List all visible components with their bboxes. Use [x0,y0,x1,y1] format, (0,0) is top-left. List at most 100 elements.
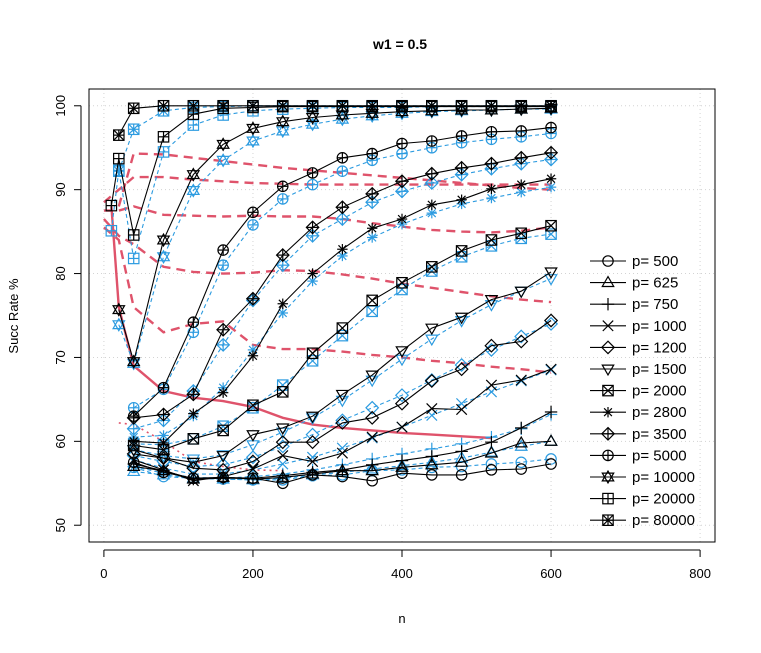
data-point [216,322,231,337]
series-p-2800-black [128,173,557,449]
data-point [187,326,200,339]
data-point [396,467,408,480]
data-point [515,421,528,435]
data-point [246,430,260,442]
data-point [335,200,350,215]
legend-label: p= 1000 [632,318,687,335]
data-point [515,99,528,112]
series-p-1200-black [126,313,559,477]
red-dashed-curve [103,205,552,234]
data-point [276,386,289,398]
data-point [186,167,201,182]
data-point [485,125,498,138]
series-line [133,132,552,409]
legend-entry: p= 2800 [590,404,687,421]
data-point [127,252,140,265]
data-point [112,302,126,317]
data-point [455,469,468,481]
data-point [105,199,118,212]
legend-entry: p= 3500 [590,426,687,443]
y-tick-label: 60 [53,434,68,448]
data-point [515,374,527,386]
data-point [365,410,380,425]
data-point [485,458,498,470]
chart-title: w1 = 0.5 [372,36,427,52]
data-point [305,413,320,426]
data-point [336,151,349,164]
data-point [336,463,349,477]
data-point [157,381,170,394]
data-point [186,454,201,467]
data-point [247,99,259,112]
data-point [127,229,140,241]
y-tick-label: 50 [53,518,68,532]
data-point [305,110,320,125]
data-point [514,334,529,349]
series-layer [105,99,559,490]
data-point [366,232,378,243]
y-tick-label: 80 [53,266,68,280]
data-point [425,455,439,467]
data-point [305,117,320,132]
data-point [247,219,259,231]
data-point [365,461,379,474]
series-p-1000-black [128,363,557,487]
series-p-3500-black [126,145,559,425]
data-point [545,173,557,184]
data-point [156,232,171,248]
legend-entry: p= 1500 [590,361,687,378]
data-point [277,458,289,470]
data-point [543,145,559,160]
data-point [276,423,290,436]
series-line [118,108,551,366]
data-point [486,183,497,195]
data-point [113,129,125,141]
legend-entry: p= 5000 [590,447,687,464]
legend-label: p= 80000 [632,512,695,529]
data-point [246,121,260,136]
data-point [425,323,439,336]
legend-label: p= 500 [632,253,678,270]
legend-marker [602,320,614,332]
legend-entry: p= 1200 [590,339,687,356]
y-tick-label: 70 [53,350,68,364]
data-point [394,396,410,411]
data-point [277,449,289,462]
y-tick-label: 100 [53,95,68,117]
data-point [158,437,169,449]
series-line [118,107,552,364]
data-point [306,178,319,191]
data-point [365,186,380,201]
x-tick-label: 600 [540,566,562,581]
data-point [396,147,408,160]
data-point [484,300,499,312]
data-point [455,245,468,257]
data-point [543,313,559,328]
data-point [365,370,379,383]
data-point [545,458,557,470]
data-point [216,462,231,477]
data-point [127,102,140,115]
legend-label: p= 2800 [632,404,687,421]
data-point [365,458,379,472]
x-tick-label: 200 [242,566,264,581]
legend-marker [600,340,616,355]
data-point [305,435,320,450]
legend-entry: p= 20000 [590,491,695,508]
legend-marker [602,492,614,505]
data-point [217,259,229,271]
data-point [365,463,379,476]
data-point [426,99,438,112]
data-point [426,199,438,210]
data-point [336,447,349,459]
data-point [187,316,200,329]
legend-label: p= 20000 [632,491,695,508]
data-point [335,415,350,430]
data-point [366,99,378,112]
data-point [276,180,289,193]
data-point [336,165,349,178]
data-point [396,137,408,150]
legend-entry: p= 2000 [590,383,687,400]
legend-entry: p= 625 [590,275,678,292]
data-point [186,461,201,476]
